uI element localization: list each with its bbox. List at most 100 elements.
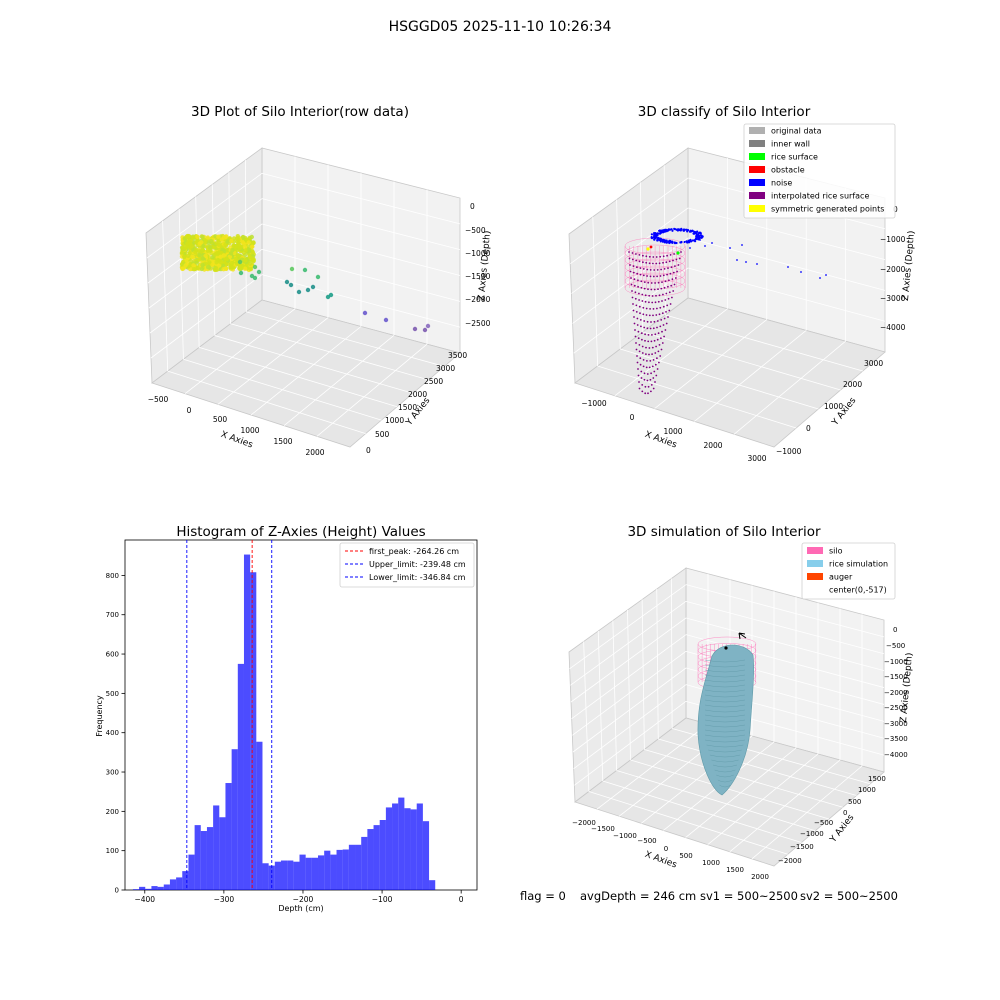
interpolated-point [636, 361, 639, 364]
grid-line [641, 599, 645, 750]
interpolated-point [628, 251, 630, 253]
interpolated-point [666, 304, 669, 307]
legend-label: center(0,-517) [829, 586, 887, 595]
panel1-x-tick: 1500 [273, 437, 292, 446]
interpolated-point [638, 344, 641, 346]
histogram-bar [287, 860, 294, 890]
legend-label: symmetric generated points [771, 205, 884, 214]
interpolated-point [661, 330, 663, 333]
interpolated-point [656, 357, 658, 360]
interpolated-point [651, 353, 653, 355]
grid-line [685, 617, 885, 672]
legend-label: inner wall [771, 140, 810, 149]
data-point [412, 326, 418, 332]
data-point [217, 257, 222, 263]
grid-line [214, 335, 413, 394]
interpolated-point [642, 365, 645, 368]
interpolated-point [640, 286, 643, 289]
interpolated-point [658, 313, 661, 316]
noise-point [653, 235, 657, 238]
grid-line [588, 791, 788, 855]
interpolated-point [652, 327, 655, 330]
noise-point [685, 240, 688, 243]
interpolated-point [647, 385, 650, 388]
rice-mesh-line [712, 764, 738, 768]
rice-mesh-line [711, 759, 739, 763]
data-point [199, 266, 204, 272]
data-point [205, 235, 210, 240]
panel1-grid [146, 156, 461, 437]
grid-line [658, 738, 857, 796]
panel4-z-tick: −4000 [884, 751, 908, 759]
interpolated-point [637, 337, 640, 340]
data-point [242, 266, 248, 271]
interpolated-point [668, 309, 671, 312]
grid-line [199, 347, 398, 408]
noise-point [687, 239, 690, 242]
interpolated-point [651, 301, 654, 304]
interpolated-point [648, 294, 651, 297]
wall-mesh-ring [624, 244, 686, 262]
grid-line [573, 684, 687, 769]
panel3-y-ticks: 0 100 200 300 400 500 600 700 800 [106, 572, 125, 895]
panel4-y-tick: 1000 [858, 786, 876, 794]
interpolated-point [641, 384, 644, 386]
noise-point [745, 261, 747, 263]
panel1-z-tick: −2500 [465, 319, 491, 328]
histogram-bar [225, 783, 232, 890]
interpolated-point [656, 320, 659, 322]
data-point [235, 253, 241, 258]
noise-point [664, 240, 667, 243]
grid-line [654, 319, 768, 409]
grid-line [614, 308, 728, 397]
interpolated-point [651, 365, 654, 368]
histogram-bar [206, 827, 214, 890]
histogram-bar [348, 844, 356, 890]
interpolated-point [641, 345, 644, 348]
interpolated-point [665, 311, 667, 313]
interpolated-point [648, 366, 651, 369]
panel1-title: 3D Plot of Silo Interior(row data) [191, 104, 409, 120]
interpolated-point [658, 344, 661, 346]
panel3-x-ticks: −400 −300 −200 −100 0 [134, 890, 464, 904]
wall-mesh-ring [624, 258, 686, 276]
interpolated-point [678, 257, 681, 260]
panel1-z-tick: −2000 [465, 295, 491, 304]
interpolated-point [640, 325, 642, 328]
panel1-y-tick: 2000 [408, 390, 427, 399]
interpolated-point [638, 350, 641, 353]
y-tick-label: 400 [106, 729, 119, 737]
panel3-ref-lines [186, 540, 273, 890]
interpolated-point [634, 335, 637, 338]
interpolated-point [632, 271, 635, 274]
legend-label: obstacle [771, 166, 805, 175]
data-point [237, 245, 243, 250]
wall-mesh-ring [624, 265, 686, 283]
histogram-bar [194, 825, 201, 890]
interpolated-point [640, 370, 643, 373]
data-point [256, 269, 262, 275]
interpolated-point [639, 273, 642, 276]
noise-point [658, 232, 661, 235]
data-point [302, 267, 308, 273]
interpolated-point [663, 286, 666, 289]
rice-mesh-line [704, 734, 746, 738]
panel2-x-tick: 3000 [747, 454, 766, 463]
interpolated-point [635, 311, 638, 313]
rice-mesh-line [704, 659, 746, 663]
data-point [216, 242, 222, 247]
x-tick-label: 0 [459, 895, 464, 904]
data-point [422, 327, 428, 333]
grid-line [685, 600, 885, 655]
footer-sv1: sv1 = 500~2500 [700, 889, 798, 903]
panel4-y-tick: 500 [848, 798, 861, 806]
panel-histogram: Histogram of Z-Axies (Height) Values −40… [95, 524, 478, 913]
panel1-x-tick: 0 [187, 406, 192, 415]
panel4-shapes [697, 632, 757, 796]
panel2-x-tick: 0 [630, 413, 635, 422]
interpolated-point [659, 255, 662, 258]
data-point [252, 275, 258, 281]
interpolated-point [658, 262, 661, 265]
data-point [200, 248, 206, 253]
panel4-x-tick: −1500 [591, 825, 615, 833]
